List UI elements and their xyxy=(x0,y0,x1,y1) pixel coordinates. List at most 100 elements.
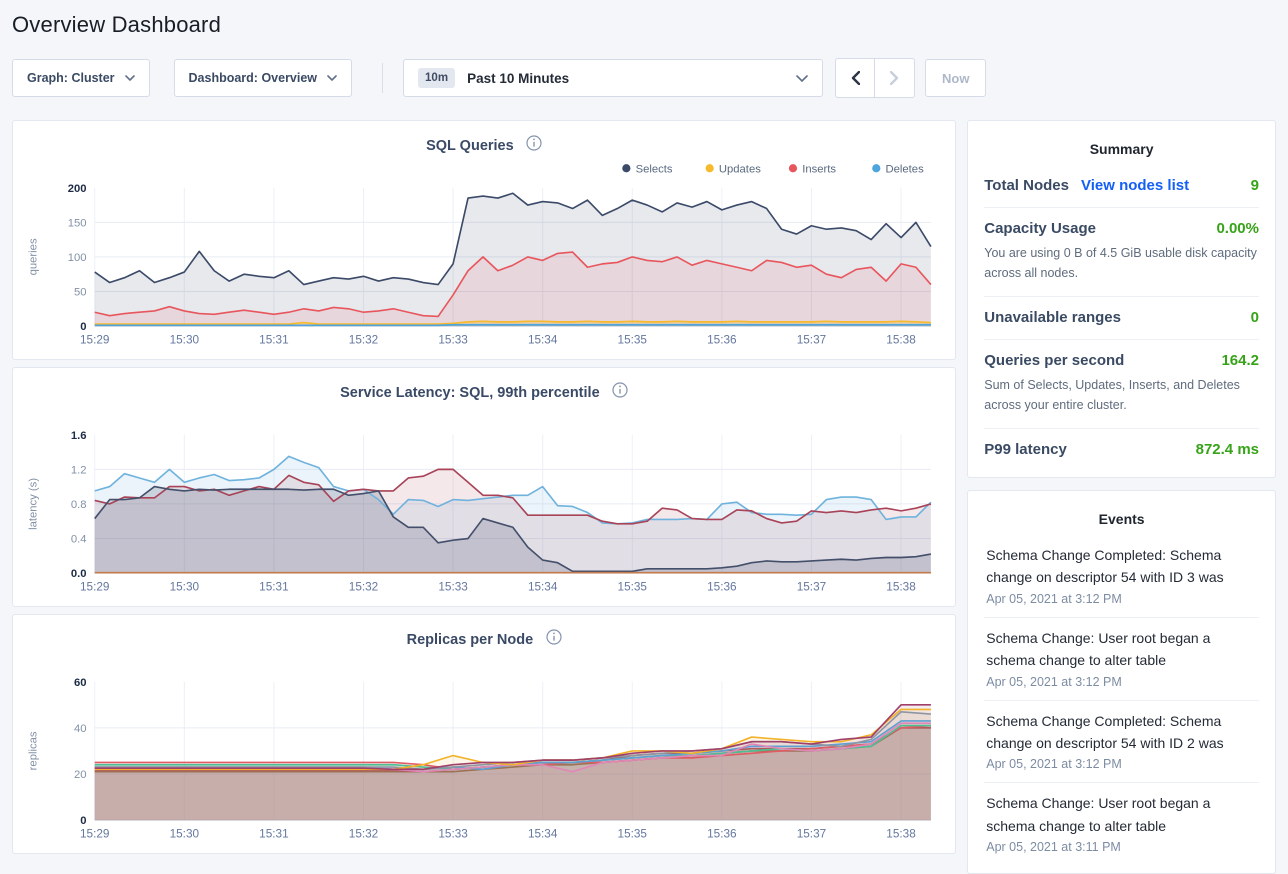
svg-text:15:38: 15:38 xyxy=(886,580,916,593)
svg-text:15:29: 15:29 xyxy=(80,827,109,840)
summary-row-label: Unavailable ranges xyxy=(984,309,1121,326)
replicas-per-node-chart[interactable]: 15:29 15:30 15:31 15:32 15:33 15:34 15:35 15:36… xyxy=(23,651,945,852)
chart-title-row: SQL Queries xyxy=(23,135,945,157)
chevron-down-icon xyxy=(124,75,135,81)
time-forward-button[interactable] xyxy=(875,59,914,97)
event-item: Schema Change Completed: Schema change o… xyxy=(984,535,1259,617)
chevron-left-icon xyxy=(851,71,860,85)
svg-text:15:34: 15:34 xyxy=(528,827,558,840)
events-list: Schema Change Completed: Schema change o… xyxy=(984,535,1259,865)
time-range-picker[interactable]: 10m Past 10 Minutes xyxy=(403,59,824,97)
svg-text:15:31: 15:31 xyxy=(259,827,288,840)
event-text: Schema Change: User root began a schema … xyxy=(986,629,1211,669)
chart-title: SQL Queries xyxy=(426,138,514,154)
svg-text:15:30: 15:30 xyxy=(170,580,200,593)
svg-text:15:33: 15:33 xyxy=(438,333,468,346)
event-timestamp: Apr 05, 2021 at 3:12 PM xyxy=(986,591,1122,606)
info-icon[interactable] xyxy=(546,629,562,651)
summary-row-value: 0.00% xyxy=(1216,220,1259,237)
svg-text:15:34: 15:34 xyxy=(528,580,558,593)
svg-text:15:36: 15:36 xyxy=(707,333,737,346)
svg-text:0.8: 0.8 xyxy=(71,499,87,511)
time-range-badge: 10m xyxy=(418,68,456,88)
event-text: Schema Change: User root began a schema … xyxy=(986,795,1211,834)
svg-text:15:35: 15:35 xyxy=(618,580,648,593)
svg-text:60: 60 xyxy=(74,677,87,689)
info-icon[interactable] xyxy=(526,135,542,157)
event-timestamp: Apr 05, 2021 at 3:12 PM xyxy=(986,674,1122,689)
chart-title-row: Service Latency: SQL, 99th percentile xyxy=(23,382,945,404)
service-latency-chart[interactable]: 15:29 15:30 15:31 15:32 15:33 15:34 15:35 15:36… xyxy=(23,404,945,605)
svg-text:0.4: 0.4 xyxy=(71,534,87,546)
svg-text:15:30: 15:30 xyxy=(170,827,200,840)
svg-text:15:36: 15:36 xyxy=(707,580,737,593)
svg-text:1.6: 1.6 xyxy=(71,430,87,442)
sql-queries-chart[interactable]: 15:29 15:30 15:31 15:32 15:33 15:34 15:35 15:36… xyxy=(23,157,945,358)
summary-row: P99 latency 872.4 ms xyxy=(984,428,1259,471)
now-button[interactable]: Now xyxy=(925,59,987,97)
events-panel: Events Schema Change Completed: Schema c… xyxy=(967,490,1276,874)
events-heading: Events xyxy=(1098,511,1145,527)
svg-text:0: 0 xyxy=(80,815,86,827)
charts-column: SQL Queries 15:29 15:30 15:31 15:32 15:33 15:… xyxy=(12,120,957,854)
svg-text:15:35: 15:35 xyxy=(618,333,648,346)
svg-text:200: 200 xyxy=(68,183,87,195)
summary-row-description: Sum of Selects, Updates, Inserts, and De… xyxy=(984,378,1240,412)
time-back-button[interactable] xyxy=(836,59,876,97)
event-item: Schema Change: User root began a schema … xyxy=(984,616,1259,700)
svg-text:15:38: 15:38 xyxy=(886,827,916,840)
summary-rows: Total Nodes View nodes list 9 Capacity Usag… xyxy=(984,165,1259,471)
svg-text:15:37: 15:37 xyxy=(797,333,826,346)
summary-row: Capacity Usage 0.00% You are using 0 B of … xyxy=(984,207,1259,296)
chart-title: Service Latency: SQL, 99th percentile xyxy=(340,385,600,401)
chevron-down-icon xyxy=(327,75,337,81)
summary-row-value: 0 xyxy=(1250,309,1259,326)
event-item: Schema Change Completed: Schema change o… xyxy=(984,699,1259,783)
svg-text:0.0: 0.0 xyxy=(71,568,87,580)
page-title: Overview Dashboard xyxy=(12,12,222,37)
svg-text:15:36: 15:36 xyxy=(707,827,737,840)
summary-row-value: 164.2 xyxy=(1221,352,1259,369)
toolbar-divider xyxy=(382,63,384,93)
svg-text:40: 40 xyxy=(74,723,87,735)
svg-text:queries: queries xyxy=(27,238,39,275)
summary-row: Queries per second 164.2 Sum of Selects, U… xyxy=(984,339,1259,428)
dashboard-dropdown-label: Dashboard: Overview xyxy=(188,71,318,85)
view-nodes-link[interactable]: View nodes list xyxy=(1080,177,1190,194)
event-item: Schema Change: User root began a schema … xyxy=(984,782,1259,865)
summary-row-value: 9 xyxy=(1250,177,1259,194)
chart-title: Replicas per Node xyxy=(406,632,534,648)
svg-text:0: 0 xyxy=(80,321,86,333)
time-step-button-group xyxy=(835,58,916,98)
page-header: Overview Dashboard Graph: Cluster Dashbo… xyxy=(0,0,1288,98)
toolbar: Graph: Cluster Dashboard: Overview 10m P… xyxy=(12,58,1276,98)
summary-row: Total Nodes View nodes list 9 xyxy=(984,165,1259,207)
svg-text:15:29: 15:29 xyxy=(80,333,109,346)
chevron-right-icon xyxy=(890,71,899,85)
event-text: Schema Change Completed: Schema change o… xyxy=(986,547,1224,586)
svg-text:50: 50 xyxy=(74,287,87,299)
svg-text:15:32: 15:32 xyxy=(349,580,378,593)
svg-text:15:37: 15:37 xyxy=(797,827,826,840)
svg-text:15:29: 15:29 xyxy=(80,580,109,593)
main-content: SQL Queries 15:29 15:30 15:31 15:32 15:33 15:… xyxy=(0,120,1288,874)
svg-text:15:32: 15:32 xyxy=(349,827,378,840)
svg-text:150: 150 xyxy=(68,217,87,229)
svg-text:100: 100 xyxy=(68,252,87,264)
summary-row: Unavailable ranges 0 xyxy=(984,296,1259,339)
graph-dropdown[interactable]: Graph: Cluster xyxy=(12,59,150,97)
svg-text:latency (s): latency (s) xyxy=(27,478,39,530)
svg-text:Updates: Updates xyxy=(719,163,761,175)
svg-text:15:31: 15:31 xyxy=(259,333,288,346)
service-latency-card: Service Latency: SQL, 99th percentile 15… xyxy=(12,367,957,607)
svg-text:Deletes: Deletes xyxy=(886,163,925,175)
svg-text:15:34: 15:34 xyxy=(528,333,558,346)
svg-text:Selects: Selects xyxy=(636,163,673,175)
svg-text:15:35: 15:35 xyxy=(618,827,648,840)
time-range-label: Past 10 Minutes xyxy=(467,70,570,86)
svg-text:15:31: 15:31 xyxy=(259,580,288,593)
summary-heading: Summary xyxy=(1089,141,1154,157)
chart-title-row: Replicas per Node xyxy=(23,629,945,651)
info-icon[interactable] xyxy=(612,382,628,404)
dashboard-dropdown[interactable]: Dashboard: Overview xyxy=(173,59,353,97)
